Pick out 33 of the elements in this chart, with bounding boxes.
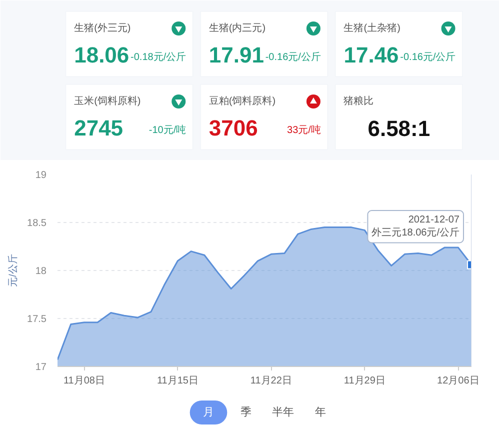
y-tick-label: 17: [35, 362, 47, 373]
x-tick-label: 11月22日: [250, 376, 292, 386]
category-label: 月: [203, 406, 214, 418]
y-tick-label: 17.5: [27, 314, 47, 325]
category-label: 年: [315, 406, 326, 418]
data-label: 2745: [74, 116, 124, 140]
category-label: 生猪(土杂猪): [344, 22, 400, 34]
data-label: -0.18元/公斤: [130, 51, 186, 63]
data-label: -10元/吨: [148, 124, 186, 136]
data-label: 17.91: [208, 42, 264, 68]
category-label: 生猪(内三元): [208, 22, 266, 34]
y-tick-label: 18.5: [27, 218, 47, 229]
category-label: 半年: [272, 406, 294, 418]
data-label: -0.16元/公斤: [265, 51, 321, 63]
data-label: 33元/吨: [287, 124, 321, 136]
category-label: 猪粮比: [344, 95, 374, 107]
x-tick-label: 11月15日: [156, 376, 198, 386]
data-label: 18.06: [74, 42, 130, 68]
y-tick-label: 19: [35, 170, 47, 181]
data-label: -0.16元/公斤: [400, 51, 456, 63]
y-tick-label: 18: [35, 266, 47, 277]
category-label: 生猪(外三元): [74, 22, 131, 34]
category-label: 季: [240, 406, 252, 418]
y-axis-title: 元/公斤: [7, 254, 20, 287]
data-label: 3706: [208, 116, 258, 140]
category-label: 豆粕(饲料原料): [208, 95, 276, 107]
data-label: 17.46: [344, 42, 399, 68]
x-tick-label: 11月08日: [63, 376, 105, 386]
annotation: 2021-12-07 外三元18.06元/公斤: [372, 214, 460, 239]
data-label: 6.58:1: [368, 116, 430, 141]
x-tick-label: 12月06日: [437, 376, 480, 386]
category-label: 玉米(饲料原料): [74, 95, 141, 107]
x-tick-label: 11月29日: [344, 376, 386, 386]
